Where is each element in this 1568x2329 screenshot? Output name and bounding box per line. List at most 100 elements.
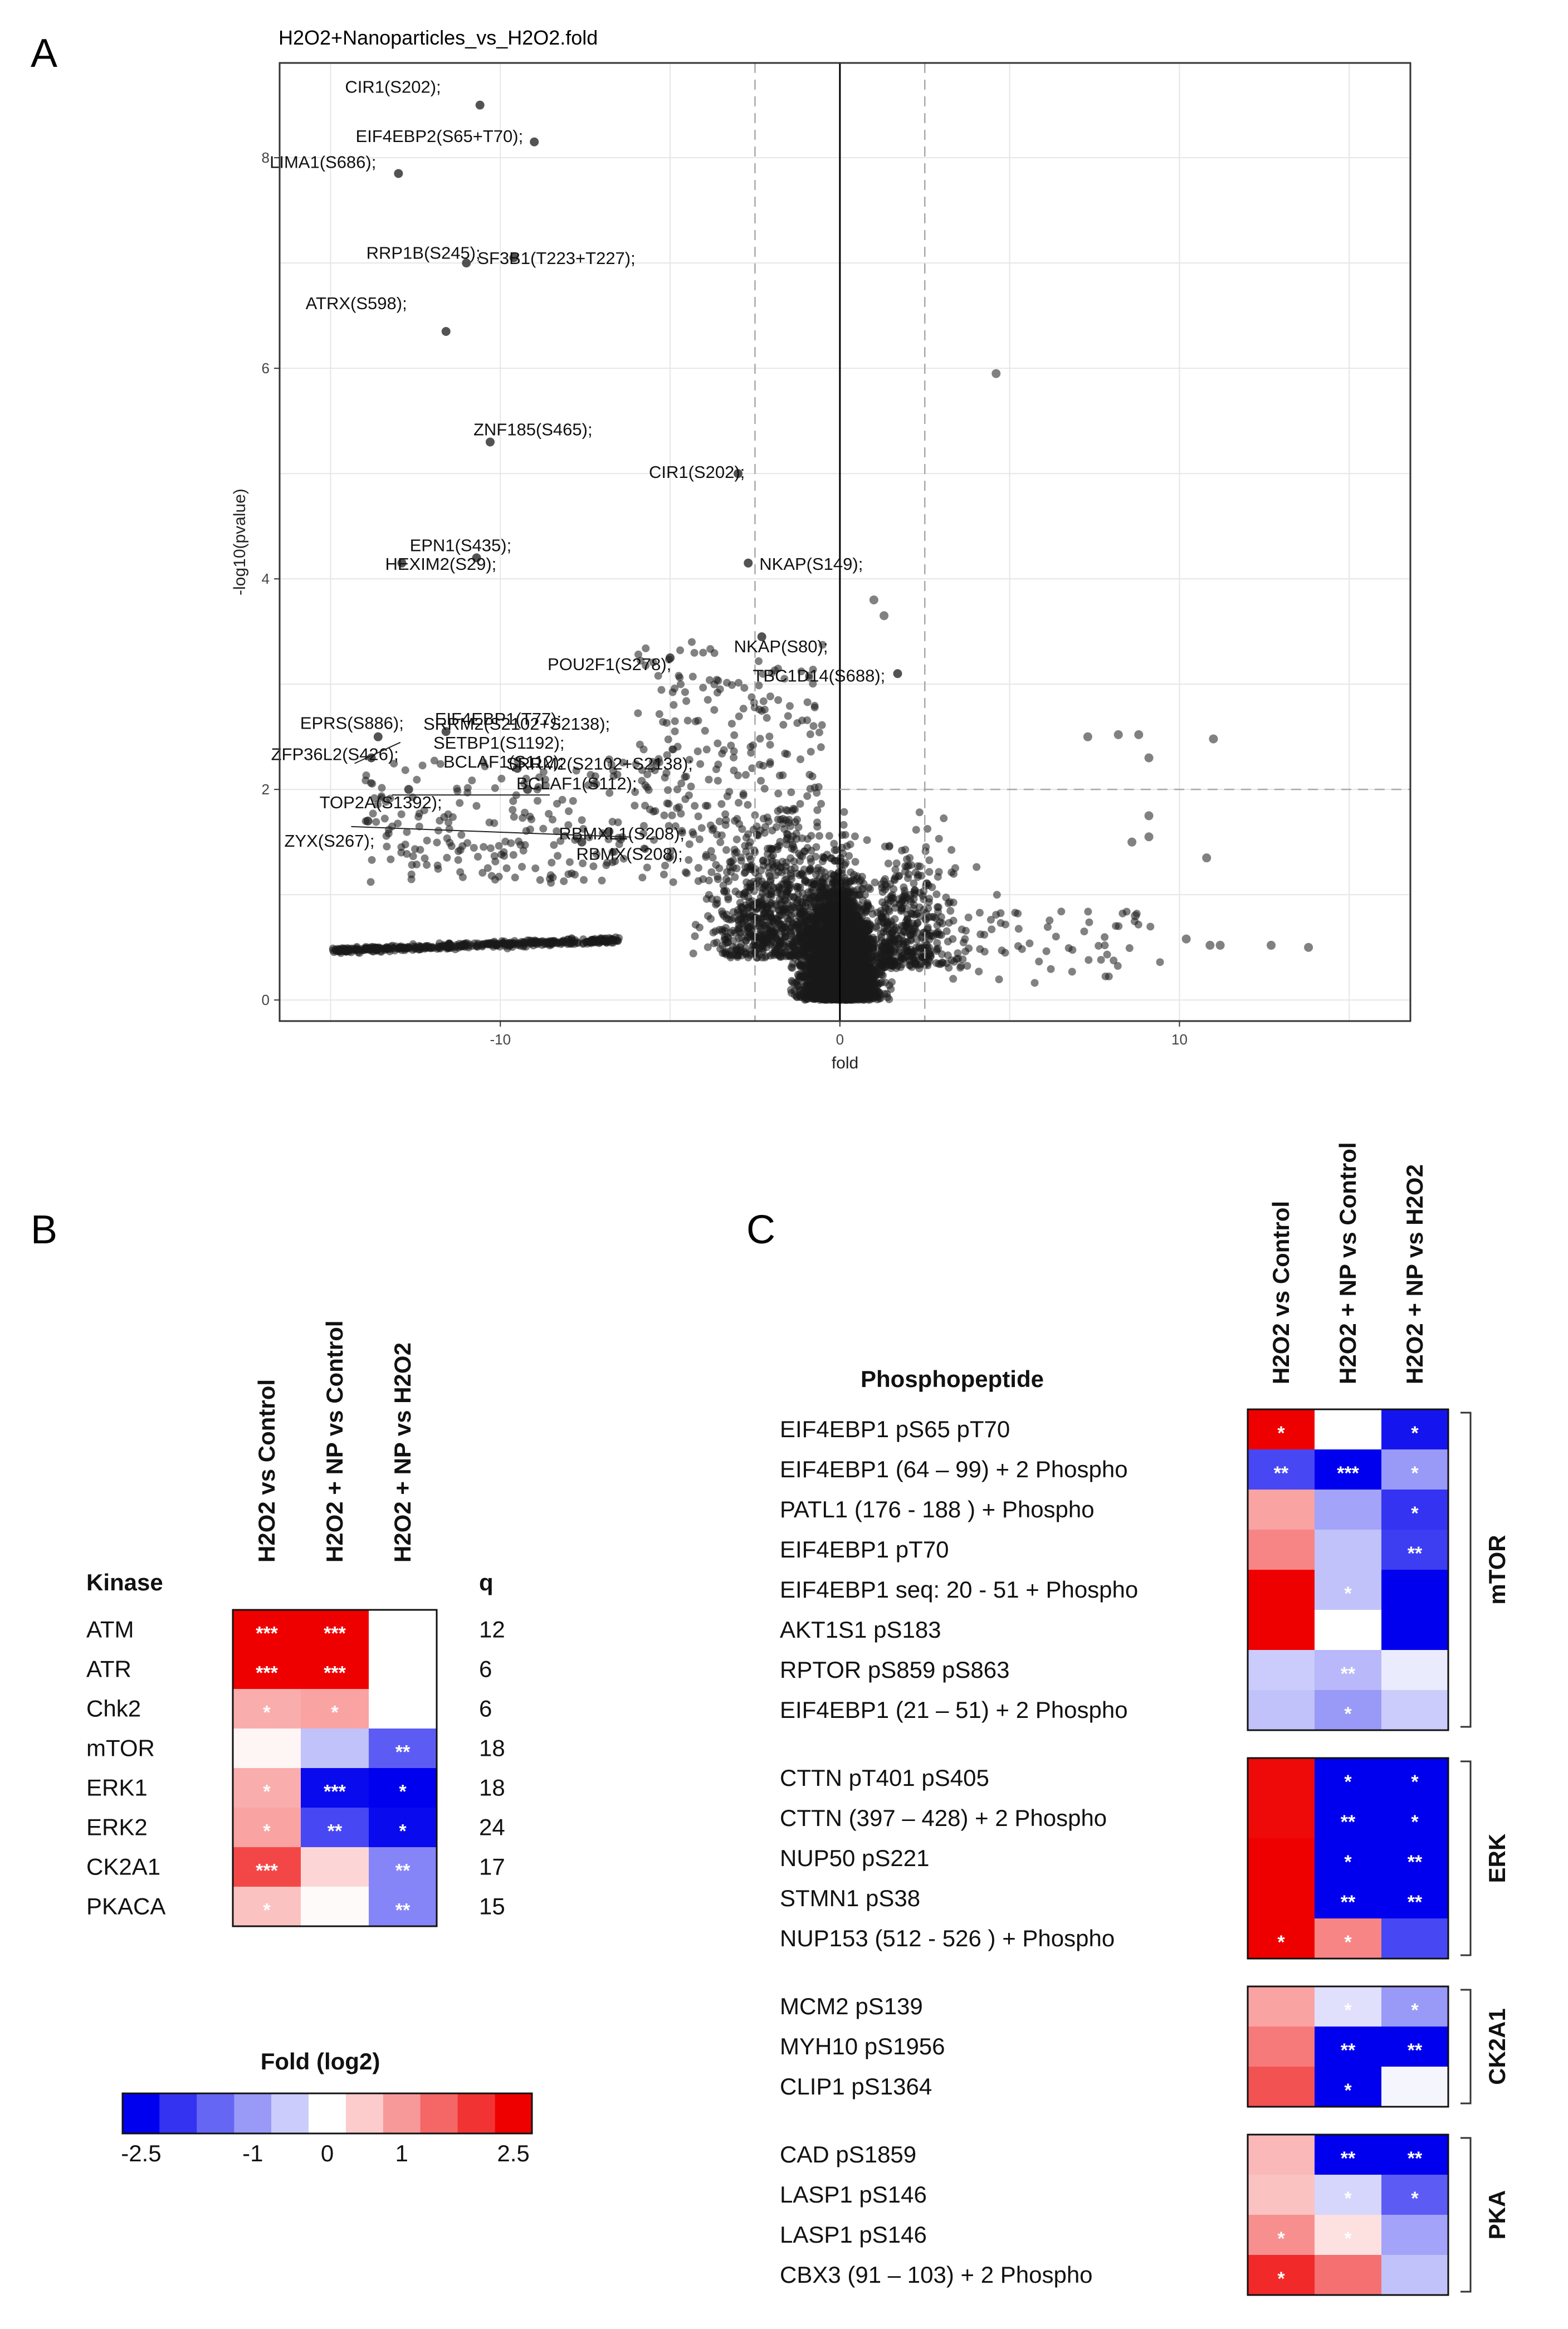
data-point — [935, 930, 944, 939]
data-point — [863, 836, 871, 844]
data-point — [891, 865, 900, 873]
data-point — [755, 872, 763, 881]
data-point — [807, 966, 815, 975]
data-point — [415, 945, 423, 954]
data-point — [427, 944, 435, 953]
data-point — [784, 831, 792, 839]
data-point — [903, 938, 911, 946]
data-point — [461, 941, 469, 949]
data-point — [769, 851, 777, 860]
data-point — [335, 947, 343, 955]
data-point — [861, 946, 869, 955]
data-point — [859, 964, 868, 972]
data-point — [329, 946, 337, 955]
data-point — [816, 949, 824, 958]
data-point — [705, 891, 713, 899]
data-point — [937, 950, 946, 958]
data-point — [788, 875, 796, 883]
data-point — [745, 886, 754, 895]
data-point — [541, 781, 550, 789]
data-point — [840, 808, 848, 816]
data-point — [856, 936, 864, 945]
data-point — [418, 761, 427, 770]
data-point — [775, 906, 783, 915]
data-point — [764, 817, 773, 826]
data-point — [914, 919, 922, 927]
data-point — [748, 861, 756, 870]
data-point — [722, 816, 730, 824]
data-point — [912, 943, 920, 951]
data-point — [525, 936, 534, 945]
data-point — [839, 992, 847, 1000]
data-point — [926, 951, 935, 960]
data-point — [840, 966, 848, 974]
data-point — [825, 953, 834, 961]
data-point — [957, 962, 965, 970]
data-point — [915, 964, 924, 973]
data-point — [827, 930, 836, 939]
data-point — [903, 947, 912, 955]
data-point — [851, 832, 859, 841]
data-point — [922, 843, 930, 851]
data-point — [851, 858, 859, 866]
data-point — [772, 859, 780, 867]
data-point — [819, 875, 827, 883]
data-point — [837, 880, 845, 888]
data-point — [798, 834, 806, 842]
data-point — [850, 996, 858, 1004]
data-point — [587, 938, 595, 946]
data-point — [903, 855, 911, 863]
data-point — [764, 863, 773, 871]
data-point — [707, 915, 715, 923]
data-point — [782, 858, 790, 867]
data-point — [912, 826, 920, 834]
data-point — [732, 865, 741, 873]
data-point — [454, 856, 462, 864]
data-point — [757, 926, 765, 934]
data-point — [841, 926, 849, 934]
data-point — [857, 980, 865, 989]
data-point — [920, 887, 928, 895]
panel-label-c: C — [746, 1208, 775, 1252]
data-point — [925, 868, 934, 876]
data-point — [896, 963, 905, 971]
data-point — [915, 808, 924, 817]
data-point — [821, 905, 829, 914]
data-point — [719, 910, 727, 918]
data-point — [783, 899, 792, 907]
data-point — [397, 944, 406, 952]
data-point — [732, 848, 741, 856]
data-point — [716, 838, 725, 847]
data-point — [880, 990, 888, 998]
data-point — [916, 862, 924, 871]
data-point — [892, 859, 901, 867]
data-point — [896, 946, 904, 955]
data-point — [844, 940, 852, 948]
data-point — [890, 926, 898, 934]
volcano-plot: H2O2+Nanoparticles_vs_H2O2.fold CIR1(S20… — [231, 26, 1411, 1072]
data-point — [721, 810, 730, 818]
data-point — [373, 947, 381, 955]
data-point — [544, 939, 552, 947]
data-point — [765, 920, 773, 929]
data-point — [804, 907, 813, 915]
data-point — [923, 824, 931, 833]
data-point — [798, 948, 807, 956]
data-point — [880, 949, 888, 957]
data-point — [837, 916, 845, 924]
data-point — [906, 931, 915, 940]
data-point — [725, 788, 734, 796]
data-point — [870, 946, 878, 955]
data-point — [797, 851, 805, 860]
data-point — [963, 961, 971, 970]
data-point — [774, 807, 782, 816]
data-point — [695, 924, 704, 932]
data-point — [799, 923, 807, 931]
data-point — [795, 985, 803, 994]
data-point — [796, 800, 804, 808]
data-point — [912, 910, 921, 919]
data-point — [785, 951, 794, 959]
data-point — [831, 946, 839, 954]
data-point — [864, 954, 873, 963]
data-point — [826, 992, 834, 1000]
